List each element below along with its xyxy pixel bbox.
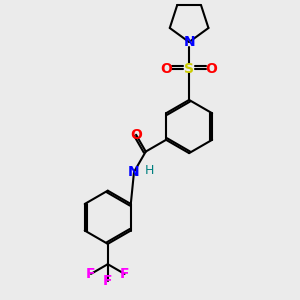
Text: F: F [103,274,112,288]
Text: H: H [145,164,154,177]
Text: F: F [120,267,129,281]
Text: F: F [86,267,96,281]
Text: O: O [160,62,172,76]
Text: N: N [128,165,140,179]
Text: N: N [183,35,195,49]
Text: S: S [184,62,194,76]
Text: O: O [206,62,218,76]
Text: O: O [130,128,142,142]
